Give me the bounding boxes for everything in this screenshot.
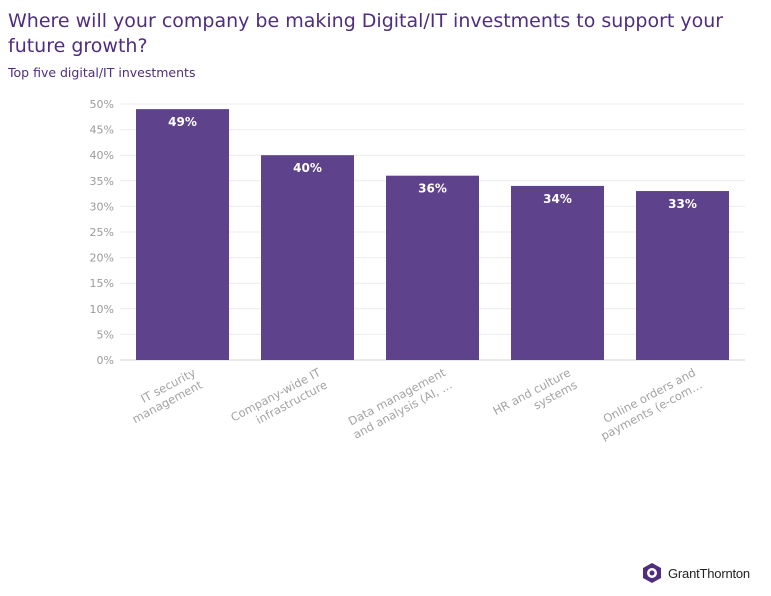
y-tick-label: 10% [90, 303, 114, 316]
data-labels: 49% 40% 36% 34% 33% [168, 115, 697, 211]
y-tick-label: 15% [90, 277, 114, 290]
y-tick-label: 45% [90, 124, 114, 137]
y-tick-label: 0% [97, 354, 114, 367]
x-tick-label: HR and culturesystems [491, 365, 580, 430]
data-label: 34% [543, 192, 572, 206]
x-tick-label: IT securitymanagement [123, 365, 205, 426]
grant-thornton-logo-icon [643, 563, 661, 583]
chart-title: Where will your company be making Digita… [8, 10, 724, 57]
data-label: 40% [293, 161, 322, 175]
y-tick-label: 25% [90, 226, 114, 239]
y-tick-label: 20% [90, 252, 114, 265]
bar[interactable] [136, 109, 229, 361]
bar[interactable] [261, 155, 354, 360]
x-tick-label: Data managementand analysis (AI, … [344, 365, 455, 442]
bar[interactable] [511, 185, 604, 360]
x-tick-label: Company-wide ITinfrastructure [228, 365, 330, 437]
bar-chart: 0% 5% 10% 15% 20% 25% 30% 35% 40% 45% 50% 49% 40% 36… [90, 98, 745, 443]
y-tick-label: 35% [90, 175, 114, 188]
y-tick-label: 40% [90, 149, 114, 162]
data-label: 49% [168, 115, 197, 129]
y-tick-label: 50% [90, 98, 114, 111]
y-tick-label: 30% [90, 200, 114, 213]
y-tick-label: 5% [97, 328, 114, 341]
bar[interactable] [386, 175, 479, 360]
chart-subtitle: Top five digital/IT investments [8, 65, 196, 80]
x-axis-ticks: IT securitymanagement Company-wide ITinfr… [123, 365, 705, 443]
brand-name: GrantThornton [668, 565, 750, 581]
bar[interactable] [636, 191, 729, 360]
data-label: 33% [668, 197, 697, 211]
bars [136, 109, 729, 361]
y-axis-ticks: 0% 5% 10% 15% 20% 25% 30% 35% 40% 45% 50% [90, 98, 114, 367]
data-label: 36% [418, 182, 447, 196]
x-tick-label: Online orders andpayments (e-com… [592, 365, 705, 443]
brand-logo: GrantThornton [641, 562, 750, 584]
